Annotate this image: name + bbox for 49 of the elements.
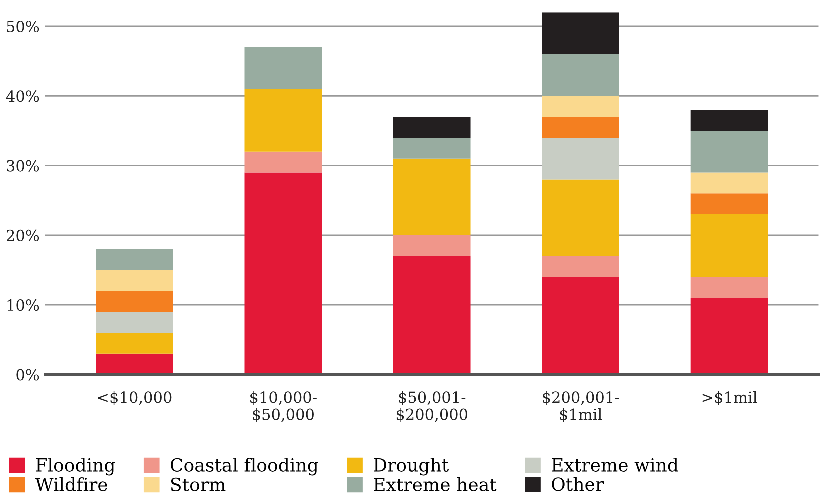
y-tick-label: 20% [7, 230, 40, 242]
bar [244, 152, 322, 173]
bar [690, 298, 768, 375]
bar [393, 235, 471, 256]
bar [542, 12, 620, 54]
bar [393, 158, 471, 236]
bar [96, 291, 174, 312]
bar [244, 172, 322, 375]
bar [690, 172, 768, 194]
bar [96, 354, 174, 375]
y-tick-label: 10% [8, 300, 40, 312]
x-tick-label: >$1mil [702, 391, 758, 406]
bar [96, 249, 174, 270]
bar [542, 54, 620, 96]
bar [542, 256, 620, 278]
y-tick-label: 30% [7, 160, 40, 172]
bar [542, 117, 620, 138]
y-tick-label: 0% [16, 369, 40, 381]
x-tick-label: $200,001- $1mil [543, 391, 620, 422]
bar [542, 138, 620, 180]
legend-label: Drought [374, 458, 449, 476]
bar [542, 180, 620, 256]
bar [393, 138, 471, 159]
bar [96, 312, 174, 333]
bar [96, 332, 174, 354]
x-tick-label: $50,001- $200,000 [396, 391, 468, 422]
legend-label: Wildfire [35, 478, 108, 492]
bar [690, 130, 768, 173]
legend-label: Flooding [36, 458, 116, 476]
bar [690, 277, 768, 298]
bar [542, 277, 620, 375]
bar [542, 96, 620, 118]
bar [690, 214, 768, 278]
bar [244, 89, 322, 152]
legend-label: Extreme wind [552, 458, 678, 472]
y-tick-label: 40% [6, 90, 40, 102]
bar [690, 194, 768, 215]
bar [393, 117, 471, 138]
legend-label: Coastal flooding [170, 458, 318, 476]
legend-label: Other [552, 477, 604, 492]
bar [244, 47, 322, 90]
bar [96, 270, 174, 292]
x-tick-label: $10,000- $50,000 [250, 391, 317, 422]
bar [393, 256, 471, 375]
x-tick-label: <$10,000 [98, 391, 172, 406]
legend-label: Extreme heat [374, 478, 497, 492]
bar [690, 110, 768, 131]
legend-label: Storm [171, 478, 226, 492]
y-tick-label: 50% [7, 20, 40, 33]
